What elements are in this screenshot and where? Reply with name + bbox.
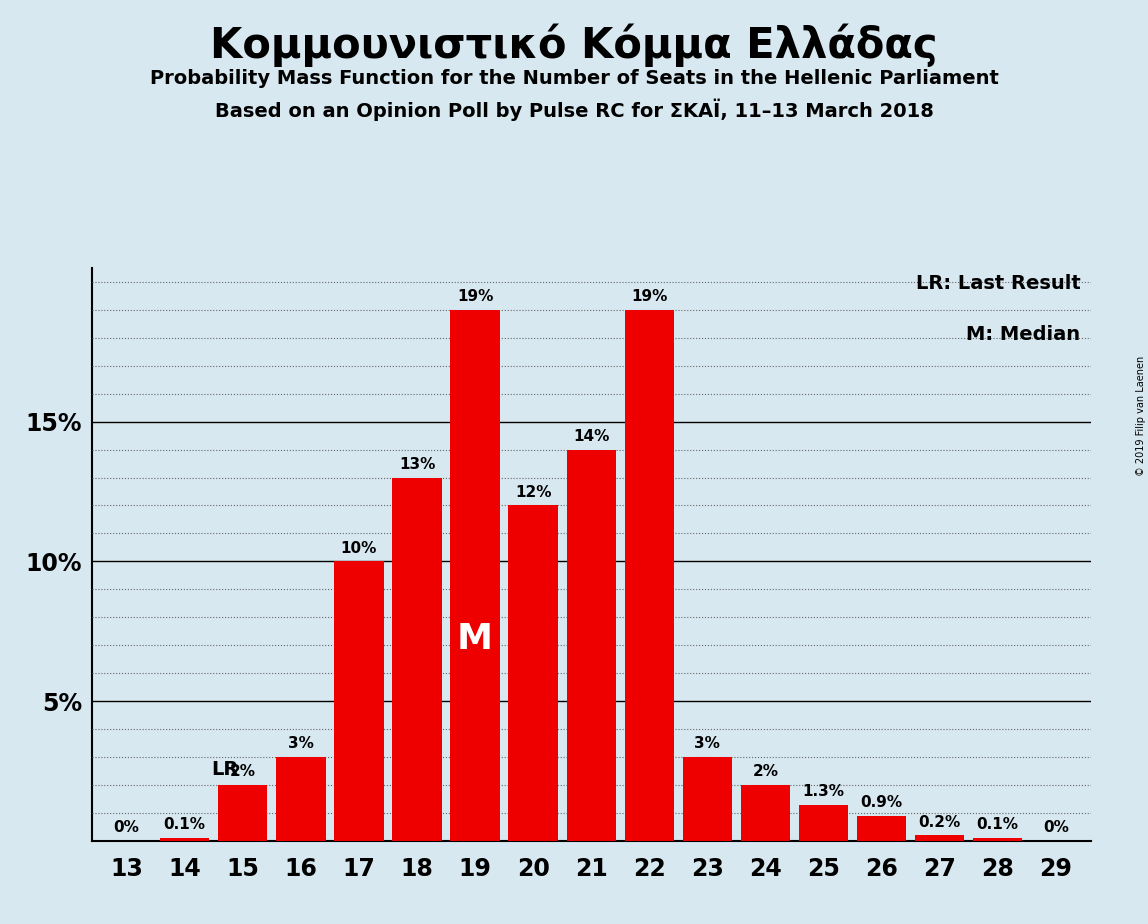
Text: 0.2%: 0.2% (918, 815, 961, 830)
Text: 0.9%: 0.9% (861, 795, 902, 810)
Bar (625, 310, 674, 841)
Bar (277, 757, 326, 841)
Bar (450, 310, 499, 841)
Text: 13%: 13% (398, 457, 435, 472)
Text: 14%: 14% (573, 429, 610, 444)
Bar (218, 785, 267, 841)
Text: 3%: 3% (288, 736, 313, 751)
Text: LR: Last Result: LR: Last Result (916, 274, 1080, 293)
Text: LR: LR (211, 760, 239, 779)
Bar (509, 505, 558, 841)
Text: 2%: 2% (752, 764, 778, 779)
Bar (740, 785, 790, 841)
Text: 19%: 19% (457, 289, 494, 304)
Text: © 2019 Filip van Laenen: © 2019 Filip van Laenen (1135, 356, 1146, 476)
Bar (915, 835, 964, 841)
Text: Κομμουνιστικό Κόμμα Ελλάδας: Κομμουνιστικό Κόμμα Ελλάδας (210, 23, 938, 67)
Bar (799, 805, 848, 841)
Text: 0%: 0% (114, 821, 140, 835)
Bar (160, 838, 209, 841)
Text: 0.1%: 0.1% (164, 818, 205, 833)
Text: M: Median: M: Median (967, 325, 1080, 345)
Bar (683, 757, 732, 841)
Bar (334, 562, 383, 841)
Bar (567, 450, 615, 841)
Text: M: M (457, 622, 494, 656)
Bar (856, 816, 906, 841)
Bar (974, 838, 1023, 841)
Text: 12%: 12% (515, 485, 551, 500)
Text: 19%: 19% (631, 289, 667, 304)
Text: 3%: 3% (695, 736, 720, 751)
Bar (393, 478, 442, 841)
Text: Based on an Opinion Poll by Pulse RC for ΣΚΑΪ, 11–13 March 2018: Based on an Opinion Poll by Pulse RC for… (215, 99, 933, 121)
Text: 2%: 2% (230, 764, 256, 779)
Text: 10%: 10% (341, 541, 378, 556)
Text: 0%: 0% (1042, 821, 1069, 835)
Text: Probability Mass Function for the Number of Seats in the Hellenic Parliament: Probability Mass Function for the Number… (149, 69, 999, 89)
Text: 0.1%: 0.1% (977, 818, 1018, 833)
Text: 1.3%: 1.3% (802, 784, 845, 799)
